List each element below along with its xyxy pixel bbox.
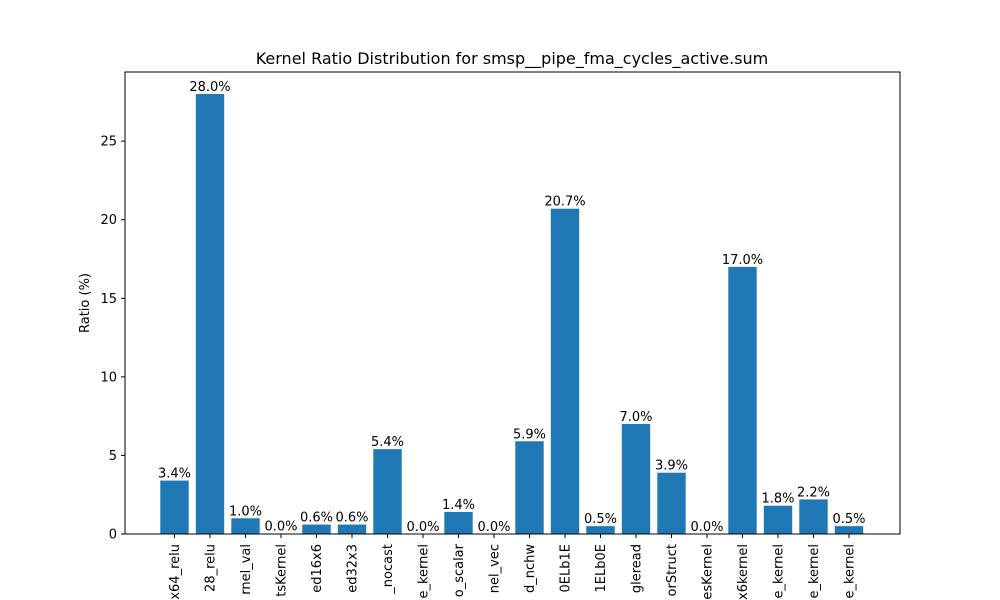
bar-data-label: 0.6%	[300, 511, 333, 526]
x-tick-label: e_kernel	[807, 544, 822, 599]
x-tick-label: orStruct	[665, 544, 680, 596]
y-tick-label: 25	[100, 135, 117, 150]
x-tick-label: 28_relu	[204, 544, 219, 592]
bar	[550, 208, 580, 534]
bar	[373, 449, 402, 534]
bar	[444, 512, 473, 534]
bar	[160, 480, 189, 534]
x-tick-label: 0ELb1E	[559, 544, 574, 592]
x-tick-label: x64_relu	[168, 544, 183, 600]
bar	[799, 499, 828, 534]
bar	[515, 441, 544, 534]
bar-data-label: 0.6%	[335, 511, 368, 526]
y-tick-label: 20	[100, 213, 117, 228]
bar-data-label: 2.2%	[797, 485, 830, 500]
bar-data-label: 1.4%	[442, 498, 475, 513]
bar-data-label: 5.4%	[371, 435, 404, 450]
plot-frame	[124, 71, 901, 535]
x-tick-label: e_kernel	[417, 544, 432, 599]
y-tick-label: 0	[109, 528, 117, 543]
y-tick-label: 5	[109, 449, 117, 464]
x-tick-label: 1ELb0E	[594, 544, 609, 592]
x-tick-label: gleread	[630, 544, 645, 593]
bar-data-label: 3.4%	[158, 467, 191, 482]
x-tick-label: nel_vec	[488, 544, 503, 593]
bar-data-label: 1.8%	[761, 492, 794, 507]
x-tick-label: x6kernel	[736, 544, 751, 600]
x-tick-label: _nocast	[381, 544, 396, 595]
y-tick-label: 10	[100, 370, 117, 385]
bar-data-label: 7.0%	[619, 410, 652, 425]
bar-data-label: 0.0%	[477, 520, 510, 535]
y-tick-label: 15	[100, 292, 117, 307]
bar-data-label: 0.0%	[690, 520, 723, 535]
x-tick-label: d_nchw	[523, 544, 538, 593]
bar	[657, 472, 686, 534]
bar-data-label: 5.9%	[513, 427, 546, 442]
bar	[586, 526, 615, 534]
y-axis-title: Ratio (%)	[78, 273, 93, 333]
x-tick-label: ed16x6	[310, 544, 325, 593]
x-tick-label: tsKernel	[275, 544, 290, 597]
x-tick-label: rnel_val	[239, 544, 254, 595]
bar	[231, 518, 260, 534]
x-tick-label: e_kernel	[843, 544, 858, 599]
bar	[337, 524, 367, 534]
bar	[728, 266, 757, 534]
bar-data-label: 28.0%	[189, 80, 230, 95]
bar	[195, 94, 225, 534]
bar-data-label: 20.7%	[544, 195, 585, 210]
bar-data-label: 1.0%	[229, 504, 262, 519]
x-tick-label: ed32x3	[346, 544, 361, 593]
bar	[621, 424, 651, 534]
bar-data-label: 0.0%	[264, 520, 297, 535]
bar-data-label: 17.0%	[722, 253, 763, 268]
chart-title: Kernel Ratio Distribution for smsp__pipe…	[256, 49, 769, 69]
bar	[302, 524, 331, 534]
bar-data-label: 0.0%	[406, 520, 439, 535]
x-tick-label: o_scalar	[452, 543, 467, 597]
plot-area: 0 5 10 15 20 25 3.4% x64_relu 28.0% 28_relu 1.0% rn…	[100, 80, 865, 600]
bar	[763, 505, 793, 534]
x-tick-label: e_kernel	[772, 544, 787, 599]
bar	[834, 526, 864, 534]
bar-data-label: 3.9%	[655, 459, 688, 474]
bar-data-label: 0.5%	[584, 512, 617, 527]
x-tick-label: esKernel	[701, 544, 716, 600]
bar-data-label: 0.5%	[832, 512, 865, 527]
